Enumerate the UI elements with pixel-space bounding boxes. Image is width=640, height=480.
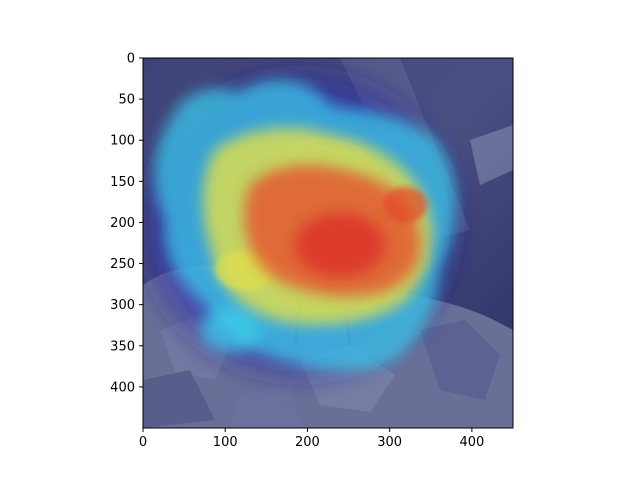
x-tick-label: 200 [295,435,320,450]
y-tick-label: 50 [118,93,135,108]
x-tick-label: 100 [213,435,238,450]
y-axis: 0 50 100 150 200 250 300 350 400 [110,52,143,395]
y-tick-label: 200 [110,216,135,231]
x-axis: 0 100 200 300 400 [139,428,484,450]
x-tick-label: 400 [459,435,484,450]
heat-region-high [383,187,427,223]
y-tick-label: 150 [110,175,135,190]
heat-region-mid [200,308,260,352]
heat-region-high [295,213,385,277]
y-tick-label: 250 [110,257,135,272]
y-tick-label: 0 [127,52,135,67]
image-area [143,58,513,428]
axes-frame [142,57,514,429]
y-tick-label: 300 [110,298,135,313]
sky-light-streak [470,125,513,185]
x-tick-label: 300 [377,435,402,450]
y-tick-label: 100 [110,134,135,149]
x-tick-label: 0 [139,435,147,450]
heatmap-overlay [143,58,475,395]
y-tick-label: 350 [110,339,135,354]
y-tick-label: 400 [110,380,135,395]
